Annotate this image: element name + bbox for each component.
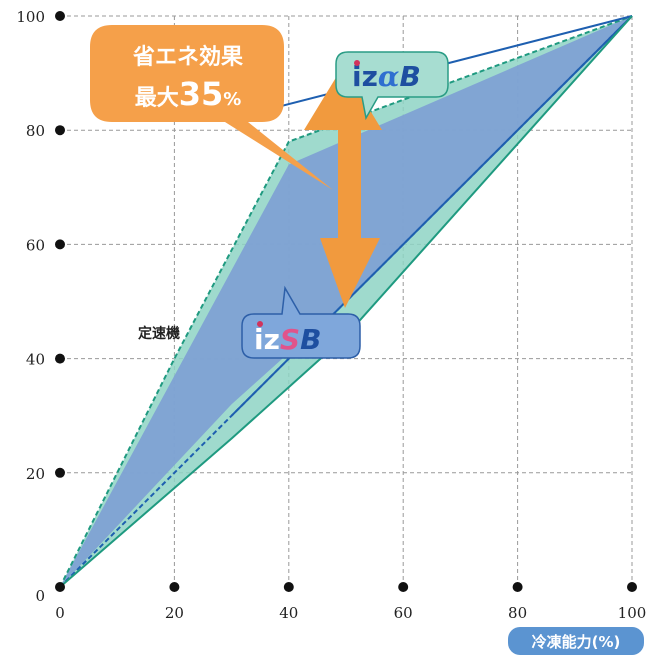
model-b-badge: izSB [241, 285, 361, 359]
x-tick-dot-100 [627, 582, 637, 592]
fixed-speed-label: 定速機 [138, 325, 180, 342]
y-tick-label-80: 80 [26, 122, 45, 140]
model-a-badge: izαB [335, 51, 449, 121]
savings-max-prefix: 最大 [135, 86, 179, 111]
model-a-suffix: B [399, 60, 420, 93]
y-tick-dot-0 [55, 582, 65, 592]
axes: 0 20 40 60 80 100 0 20 40 60 80 100 [16, 8, 646, 622]
y-tick-dot-40 [55, 353, 65, 364]
x-axis-label: 冷凍能力(%) [532, 633, 621, 651]
x-tick-label-60: 60 [394, 604, 413, 622]
y-tick-label-60: 60 [26, 236, 45, 254]
y-tick-dot-60 [55, 239, 65, 250]
savings-title: 省エネ効果 [132, 44, 243, 70]
model-b-name: izSB [254, 323, 321, 356]
line-upper-envelope [59, 15, 633, 588]
y-tick-label-40: 40 [26, 351, 45, 369]
x-tick-label-100: 100 [618, 604, 647, 622]
model-b-s: S [280, 323, 300, 356]
y-tick-dot-100 [55, 11, 65, 21]
x-axis-label-badge: 冷凍能力(%) [508, 627, 644, 655]
y-tick-dot-20 [55, 467, 65, 478]
x-tick-dot-80 [512, 582, 523, 592]
savings-max: 最大35% [135, 75, 242, 113]
savings-unit: % [223, 89, 241, 110]
model-a-name: izαB [352, 60, 421, 93]
x-tick-dot-40 [283, 582, 294, 592]
x-tick-dot-20 [169, 582, 180, 592]
line-lower-envelope [59, 15, 633, 588]
model-b-suffix: B [300, 323, 321, 356]
savings-callout: 省エネ効果 最大35% [90, 25, 333, 190]
x-tick-label-0: 0 [55, 604, 65, 622]
x-tick-label-80: 80 [508, 604, 527, 622]
grid-lines [60, 15, 633, 587]
x-tick-label-40: 40 [279, 604, 298, 622]
y-tick-label-20: 20 [26, 465, 45, 483]
model-b-prefix: iz [254, 323, 280, 356]
y-tick-label-100: 100 [16, 8, 45, 26]
savings-arrow [304, 66, 382, 308]
y-tick-dot-80 [55, 125, 65, 136]
savings-value: 35 [179, 75, 224, 113]
model-a-greek: α [378, 60, 400, 93]
y-tick-label-0: 0 [35, 587, 45, 605]
x-tick-dot-60 [398, 582, 409, 592]
x-tick-label-20: 20 [165, 604, 184, 622]
